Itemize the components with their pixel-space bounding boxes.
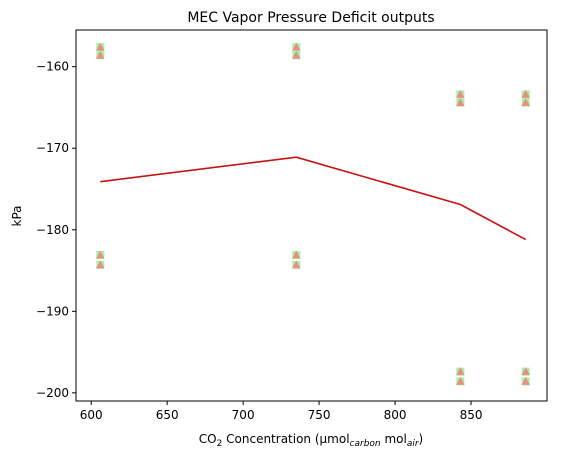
plot-frame bbox=[75, 29, 548, 402]
y-tick-label: −200 bbox=[36, 386, 69, 400]
series-line bbox=[100, 156, 527, 241]
y-axis-label: kPa bbox=[10, 206, 24, 227]
scatter-point-triangle bbox=[456, 376, 465, 385]
x-tick-label: 800 bbox=[384, 408, 407, 422]
x-axis-ticks: 600 650 700 750 800 850 bbox=[80, 401, 483, 422]
y-axis-ticks: −160 −170 −180 −190 −200 bbox=[36, 60, 76, 400]
scatter-point-triangle bbox=[96, 250, 105, 259]
x-label-carbon-sub: carbon bbox=[350, 439, 381, 449]
scatter-point-triangle bbox=[456, 367, 465, 376]
x-axis-label: CO2 Concentration (µmolcarbon molair) bbox=[199, 432, 423, 449]
y-tick-label: −160 bbox=[36, 60, 69, 74]
scatter-point-triangle bbox=[521, 98, 530, 107]
x-label-middle: Concentration (µmol bbox=[222, 432, 349, 446]
y-tick-label: −190 bbox=[36, 304, 69, 318]
x-label-air-sub: air bbox=[407, 439, 420, 449]
x-tick-label: 750 bbox=[308, 408, 331, 422]
x-tick-label: 700 bbox=[232, 408, 255, 422]
plot-marks bbox=[96, 42, 530, 386]
x-tick-label: 650 bbox=[156, 408, 179, 422]
x-tick-label: 850 bbox=[460, 408, 483, 422]
x-label-prefix-sub: 2 bbox=[217, 439, 223, 449]
scatter-point-triangle bbox=[456, 98, 465, 107]
x-label-mol: mol bbox=[381, 432, 407, 446]
y-tick-label: −170 bbox=[36, 141, 69, 155]
x-label-suffix: ) bbox=[419, 432, 424, 446]
scatter-point-triangle bbox=[96, 260, 105, 269]
x-label-prefix: CO bbox=[199, 432, 217, 446]
scatter-point-triangle bbox=[521, 367, 530, 376]
scatter-point-triangle bbox=[521, 89, 530, 98]
chart-title: MEC Vapor Pressure Deficit outputs bbox=[187, 10, 434, 26]
scatter-point-triangle bbox=[292, 42, 301, 51]
scatter-point-triangle bbox=[292, 250, 301, 259]
scatter-point-triangle bbox=[96, 50, 105, 59]
y-tick-label: −180 bbox=[36, 223, 69, 237]
scatter-point-triangle bbox=[292, 260, 301, 269]
scatter-point-triangle bbox=[96, 42, 105, 51]
scatter-point-triangle bbox=[292, 50, 301, 59]
scatter-point-triangle bbox=[456, 89, 465, 98]
scatter-point-triangle bbox=[521, 376, 530, 385]
x-tick-label: 600 bbox=[80, 408, 103, 422]
